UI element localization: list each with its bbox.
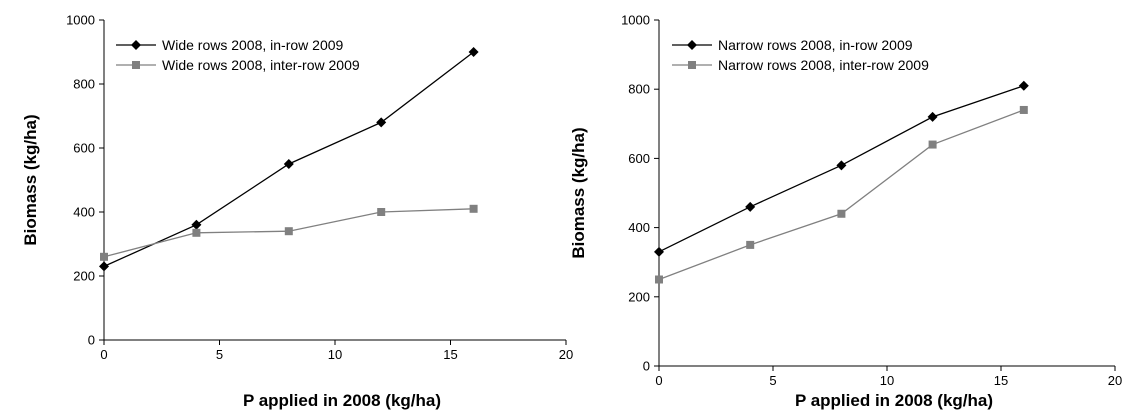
x-tick-label: 15 (994, 373, 1008, 388)
y-tick-label: 200 (628, 289, 650, 304)
data-point-square (100, 252, 108, 261)
x-tick-label: 15 (443, 347, 457, 362)
data-point-square (928, 140, 937, 149)
data-point-square (1019, 105, 1028, 114)
data-point-diamond (191, 219, 202, 230)
data-point-square (655, 275, 663, 284)
data-point-diamond (468, 47, 479, 57)
y-axis-title: Biomass (kg/ha) (21, 114, 40, 245)
series-line (658, 109, 1025, 281)
y-axis-title: Biomass (kg/ha) (569, 127, 588, 258)
series-2: Wide rows 2008, inter-row 2009 (100, 57, 478, 261)
x-tick-label: 0 (655, 373, 662, 388)
y-tick-label: 600 (73, 141, 95, 156)
data-point-square (284, 227, 293, 236)
data-point-diamond (376, 117, 387, 128)
data-point-square (837, 209, 846, 218)
y-tick-label: 400 (628, 220, 650, 235)
legend-marker-diamond (131, 40, 141, 50)
data-point-diamond (1018, 80, 1029, 91)
x-tick-label: 0 (100, 347, 107, 362)
x-tick-label: 10 (880, 373, 894, 388)
x-tick-label: 5 (769, 373, 776, 388)
legend-label: Narrow rows 2008, in-row 2009 (718, 37, 913, 53)
y-tick-label: 1000 (66, 13, 95, 28)
series-1: Wide rows 2008, in-row 2009 (99, 37, 479, 272)
data-point-square (469, 204, 478, 213)
x-tick-label: 20 (559, 347, 573, 362)
chart-panel-1: 0 200 400 600 800 1000 0 5 10 15 20 P applied in 20… (21, 13, 573, 411)
data-point-diamond (836, 160, 847, 171)
data-point-diamond (654, 246, 664, 257)
y-tick-label: 800 (73, 77, 95, 92)
y-tick-label: 400 (73, 205, 95, 220)
y-tick-label: 0 (88, 333, 95, 348)
y-tick-label: 200 (73, 269, 95, 284)
data-point-diamond (745, 201, 756, 212)
legend-label: Wide rows 2008, inter-row 2009 (162, 57, 360, 73)
legend-label: Narrow rows 2008, inter-row 2009 (718, 57, 929, 73)
legend-marker-diamond (687, 40, 697, 50)
data-point-square (377, 208, 386, 216)
series-2: Narrow rows 2008, inter-row 2009 (655, 57, 1028, 284)
x-tick-label: 5 (216, 347, 223, 362)
legend-marker-square (688, 61, 696, 69)
y-tick-label: 1000 (621, 13, 650, 28)
x-tick-label: 20 (1108, 373, 1122, 388)
x-axis-title: P applied in 2008 (kg/ha) (243, 391, 441, 410)
y-tick-label: 800 (628, 82, 650, 97)
x-axis-title: P applied in 2008 (kg/ha) (795, 391, 993, 410)
x-tick-label: 10 (328, 347, 342, 362)
series-1: Narrow rows 2008, in-row 2009 (654, 37, 1029, 257)
legend-marker-square (132, 61, 140, 69)
data-point-square (192, 228, 201, 237)
data-point-diamond (283, 159, 294, 169)
y-tick-label: 0 (643, 359, 650, 374)
y-tick-label: 600 (628, 151, 650, 166)
data-point-diamond (927, 111, 938, 122)
legend-label: Wide rows 2008, in-row 2009 (162, 37, 344, 53)
data-point-diamond (99, 261, 109, 272)
chart-panel-2: 0 200 400 600 800 1000 0 5 10 15 20 P applied in 20… (569, 13, 1122, 411)
data-point-square (746, 240, 755, 249)
